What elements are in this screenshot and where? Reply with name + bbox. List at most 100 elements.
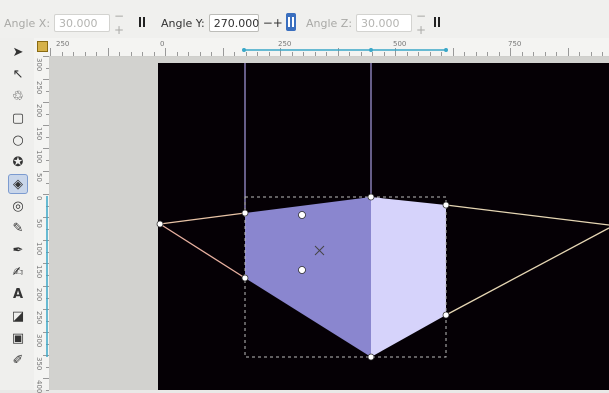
hruler-tick (567, 48, 569, 56)
tweak-tool-icon[interactable]: ♲ (12, 88, 24, 104)
vp-x-toggle-icon[interactable] (137, 13, 147, 31)
calligraphy-tool-icon[interactable]: ✍ (12, 264, 24, 280)
hruler-tick (222, 48, 224, 56)
vruler-label: 0 (35, 196, 43, 201)
gradient-tool-icon[interactable]: ▣ (11, 330, 25, 346)
hruler-tick (142, 52, 143, 56)
hruler-tick (579, 52, 580, 56)
hruler-label: 500 (393, 40, 407, 48)
corner-handle-top-mid[interactable] (367, 193, 375, 201)
hruler-tick (418, 52, 419, 56)
vruler-tick (43, 56, 49, 57)
vruler-tick (46, 159, 49, 161)
vruler-tick (43, 125, 49, 126)
box-side-face[interactable] (371, 197, 446, 357)
vruler-label: 200 (35, 104, 43, 118)
vp-y-toggle-icon[interactable] (286, 13, 296, 31)
hruler-tick (291, 52, 293, 56)
box-front-face[interactable] (245, 197, 371, 357)
hruler-tick (257, 52, 258, 56)
hruler-tick (211, 52, 212, 56)
vruler-label: 300 (35, 334, 43, 348)
angle-y-control[interactable]: Angle Y: 270.000 −+ (161, 12, 284, 34)
text-tool-icon[interactable]: A (12, 286, 24, 302)
hruler-label: 0 (160, 40, 165, 48)
angle-z-label: Angle Z: (306, 16, 353, 30)
vruler-tick (43, 240, 49, 241)
angle-x-input[interactable]: 30.000 (54, 14, 111, 32)
vruler-label: 50 (35, 173, 43, 182)
hruler-tick (50, 48, 51, 56)
hruler-tick (245, 52, 247, 56)
corner-handle-right-top[interactable] (442, 201, 450, 209)
rectangle-tool-icon[interactable]: ▢ (11, 110, 25, 126)
perspective-line-left-top (159, 212, 246, 225)
vruler-tick (43, 332, 49, 333)
vruler-tick (46, 366, 49, 368)
hruler-tick (314, 52, 316, 56)
vruler-label: 400 (35, 380, 43, 393)
hruler-tick (533, 52, 534, 56)
hruler-tick (234, 52, 235, 56)
angle-z-input[interactable]: 30.000 (356, 14, 413, 32)
angle-x-control[interactable]: Angle X: 30.000 −+ (4, 9, 125, 37)
box-center-cross-icon[interactable] (314, 245, 325, 256)
hruler-tick (521, 52, 523, 56)
vruler-tick (43, 171, 49, 172)
hruler-tick (188, 52, 189, 56)
3d-box-tool-icon[interactable]: ◈ (8, 174, 28, 194)
vruler-label: 100 (35, 150, 43, 164)
horizontal-ruler[interactable]: 250 0 250 500 750 (50, 38, 609, 57)
ruler-marker-mid (369, 48, 373, 52)
pen-tool-icon[interactable]: ✒ (12, 242, 24, 258)
corner-handle-bottom[interactable] (367, 353, 375, 361)
vertical-ruler[interactable]: 300 250 200 150 100 50 0 50 100 150 200 250 300 350 40… (34, 56, 50, 393)
hruler-tick (337, 48, 339, 56)
vruler-tick (46, 182, 49, 184)
dropper-tool-icon[interactable]: ✐ (12, 352, 24, 368)
hruler-label: 750 (508, 40, 522, 48)
hruler-tick (556, 52, 557, 56)
corner-handle-front-top[interactable] (241, 209, 249, 217)
selector-tool-icon[interactable]: ➤ (12, 44, 24, 60)
hruler-tick (303, 52, 304, 56)
hruler-tick (268, 52, 270, 56)
angle-y-spinner-icon[interactable]: −+ (262, 16, 283, 30)
vruler-tick (43, 194, 49, 195)
ellipse-tool-icon[interactable]: ○ (12, 132, 24, 148)
vruler-label: 200 (35, 288, 43, 302)
angle-z-control[interactable]: Angle Z: 30.000 −+ (306, 9, 427, 37)
corner-handle-right-bottom[interactable] (442, 311, 450, 319)
pencil-tool-icon[interactable]: ✎ (12, 220, 24, 236)
angle-y-input[interactable]: 270.000 (208, 14, 259, 32)
hruler-tick (510, 48, 511, 56)
vp-z-toggle-icon[interactable] (432, 13, 442, 31)
vanishing-point-handle-left[interactable] (156, 220, 164, 228)
vruler-tick (43, 79, 49, 80)
hruler-tick (61, 52, 63, 56)
hruler-tick (165, 48, 166, 56)
hruler-label: 250 (56, 40, 70, 48)
face-handle-lower[interactable] (298, 266, 306, 274)
spiral-tool-icon[interactable]: ◎ (12, 198, 24, 214)
ruler-corner (34, 38, 50, 56)
hruler-tick (498, 52, 500, 56)
angle-z-spinner-icon[interactable]: −+ (416, 9, 427, 37)
hruler-tick (96, 52, 97, 56)
spray-tool-icon[interactable]: ◪ (11, 308, 25, 324)
hruler-tick (349, 52, 350, 56)
corner-handle-front-bottom[interactable] (241, 274, 249, 282)
vruler-label: 150 (35, 127, 43, 141)
ruler-marker-right (444, 48, 448, 52)
vruler-tick (43, 378, 49, 379)
toolbox: ➤ ↖ ♲ ▢ ○ ✪ ◈ ◎ ✎ ✒ ✍ A ◪ ▣ ✐ (0, 38, 35, 390)
angle-x-spinner-icon[interactable]: −+ (114, 9, 125, 37)
hruler-label: 250 (278, 40, 292, 48)
star-tool-icon[interactable]: ✪ (12, 154, 24, 170)
hruler-tick (441, 52, 442, 56)
hruler-tick (130, 52, 132, 56)
node-tool-icon[interactable]: ↖ (12, 66, 24, 82)
angle-x-label: Angle X: (4, 16, 51, 30)
face-handle-upper[interactable] (298, 211, 306, 219)
